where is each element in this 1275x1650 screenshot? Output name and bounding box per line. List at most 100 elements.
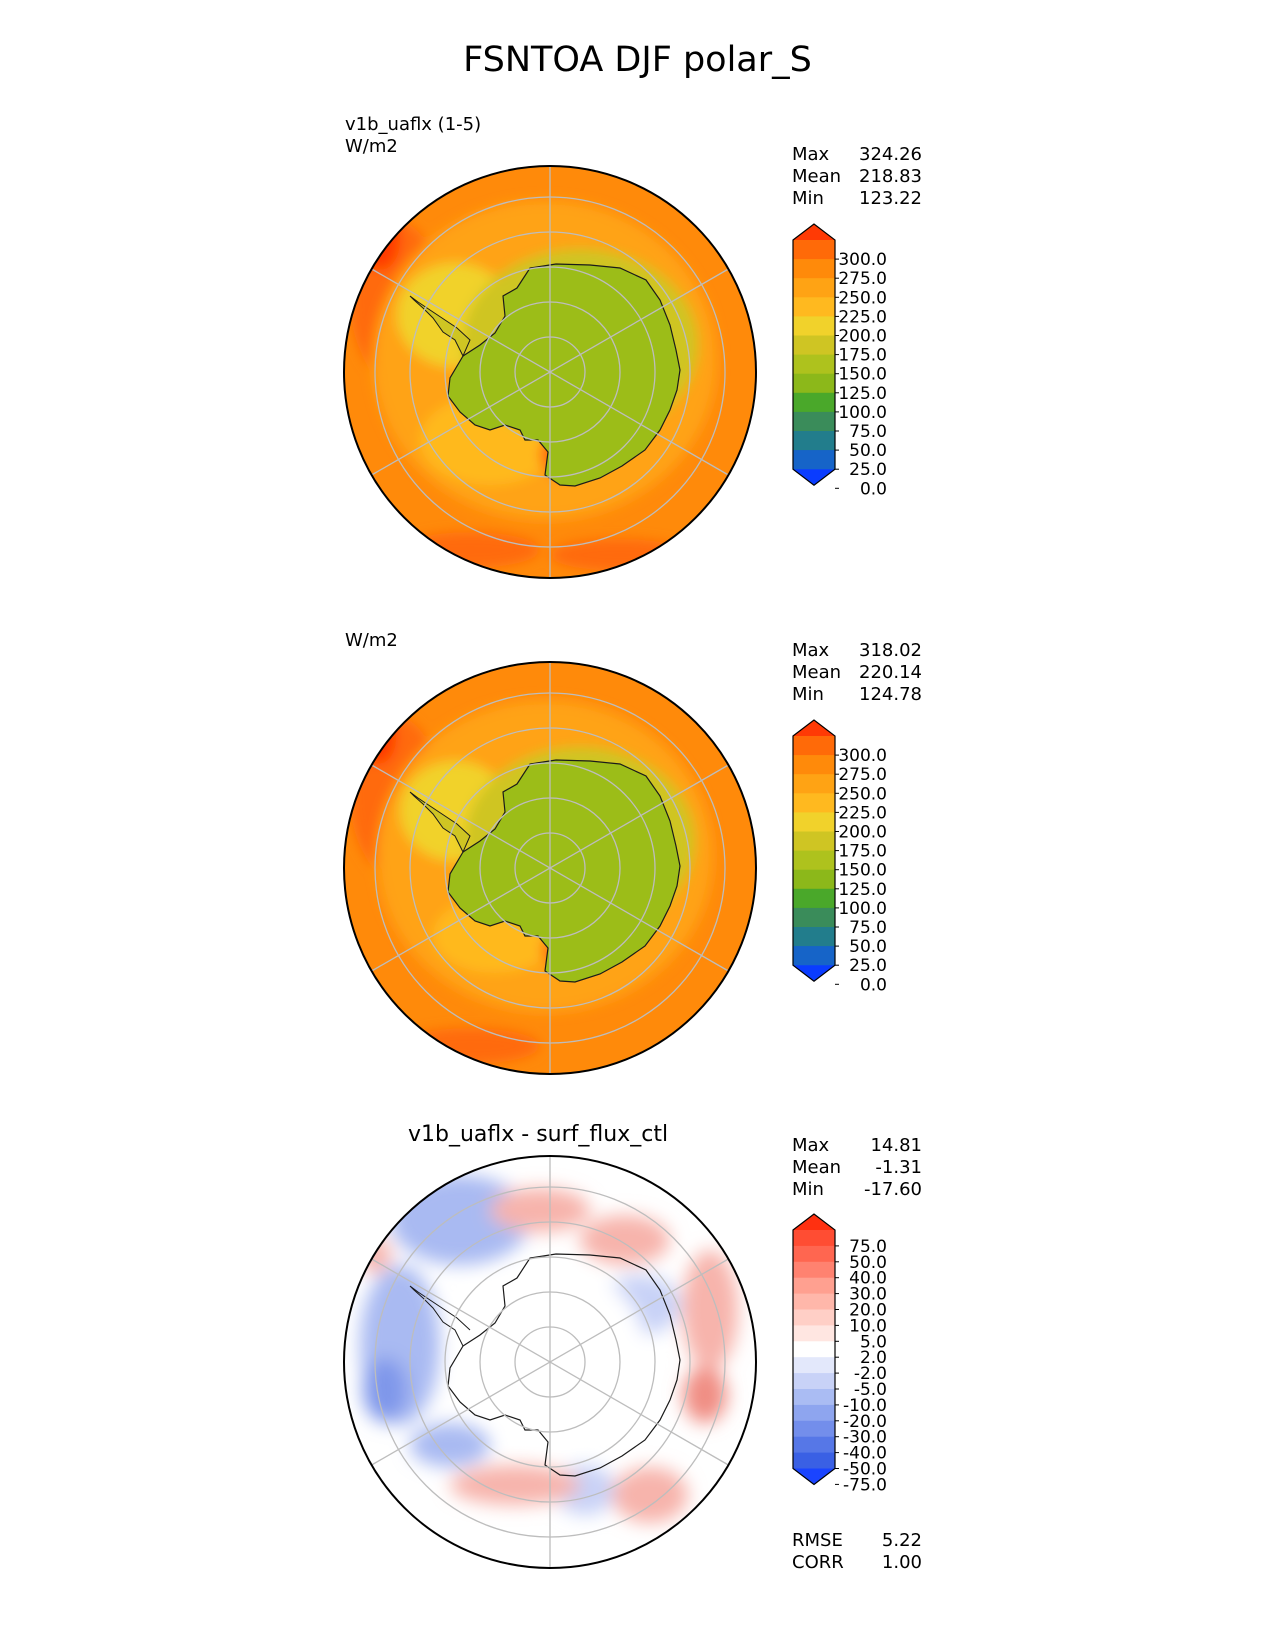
colorbar-segment xyxy=(793,736,835,756)
map-positive-anomaly xyxy=(580,1215,670,1265)
colorbar-tick-label: 300.0 xyxy=(838,250,887,270)
panel-3-title: v1b_uaflx - surf_flux_ctl xyxy=(408,1122,669,1147)
colorbar-tick-label: 40.0 xyxy=(849,1269,887,1289)
colorbar-tick-label: -20.0 xyxy=(843,1412,887,1432)
colorbar-extend-min xyxy=(793,469,835,486)
figure-title: FSNTOA DJF polar_S xyxy=(463,40,812,80)
colorbar-segment xyxy=(793,793,835,813)
colorbar-segment xyxy=(793,869,835,890)
colorbar-segment xyxy=(793,1293,835,1311)
stat-value: 220.14 xyxy=(859,662,922,683)
panel-1-name-label: v1b_uaflx (1-5) xyxy=(345,114,482,135)
map-graticule xyxy=(371,1156,729,1568)
colorbar-segment xyxy=(793,259,835,279)
stat-key: Min xyxy=(792,188,824,209)
map-negative-anomaly-strong xyxy=(363,1358,407,1422)
colorbar-tick-label: 250.0 xyxy=(838,784,887,804)
panel-2-units: W/m2 xyxy=(345,630,398,651)
map-border xyxy=(343,1155,757,1569)
metric-row: RMSE 5.22 xyxy=(792,1530,922,1552)
colorbar-tick-label: -30.0 xyxy=(843,1428,887,1448)
map-positive-anomaly xyxy=(612,1467,688,1523)
map-positive-anomaly xyxy=(682,1250,738,1370)
colorbar-segment xyxy=(793,316,835,337)
colorbar-segment xyxy=(793,431,835,451)
colorbar-tick-label: 2.0 xyxy=(860,1348,887,1368)
colorbar-tick-label: 250.0 xyxy=(838,288,887,308)
colorbar-tick-label: -2.0 xyxy=(854,1364,887,1384)
colorbar-tick-label: 30.0 xyxy=(849,1285,887,1305)
stat-value: 123.22 xyxy=(859,188,922,209)
colorbar-segment xyxy=(793,1277,835,1295)
map-border xyxy=(343,165,757,579)
stat-key: Mean xyxy=(792,662,842,683)
stat-row: Max 318.02 xyxy=(792,640,922,662)
colorbar-segment xyxy=(793,1341,835,1358)
colorbar-tick-label: 75.0 xyxy=(849,422,887,442)
colorbar-tick-label: 0.0 xyxy=(860,479,887,499)
colorbar-tick-label: 20.0 xyxy=(849,1301,887,1321)
stat-value: 14.81 xyxy=(870,1135,922,1156)
map-graticule xyxy=(371,662,729,1074)
colorbar-tick-label: 25.0 xyxy=(849,460,887,480)
metric-value: 5.22 xyxy=(881,1530,922,1551)
colorbar-segment xyxy=(793,946,835,966)
colorbar-segment xyxy=(793,1436,835,1454)
colorbar-segment xyxy=(793,850,835,871)
panel-1-map xyxy=(343,165,757,579)
stat-value: 218.83 xyxy=(859,166,922,187)
colorbar-tick-label: 0.0 xyxy=(860,975,887,995)
colorbar-segment xyxy=(793,1261,835,1279)
colorbar-segment xyxy=(793,1404,835,1422)
stat-key: Max xyxy=(792,1135,830,1156)
colorbar-segment xyxy=(793,1420,835,1438)
colorbar-tick-label: 100.0 xyxy=(838,403,887,423)
colorbar-segment xyxy=(793,774,835,794)
stat-key: Min xyxy=(792,684,824,705)
stat-row: Max 14.81 xyxy=(792,1135,922,1157)
colorbar-tick-label: 275.0 xyxy=(838,765,887,785)
colorbar-segment xyxy=(793,450,835,470)
metric-key: RMSE xyxy=(792,1530,843,1551)
map-peninsula xyxy=(409,295,471,358)
colorbar-segment xyxy=(793,1373,835,1390)
colorbar-panel-2: 300.0275.0250.0225.0200.0175.0150.0125.0… xyxy=(792,719,887,995)
colorbar-tick-label: 75.0 xyxy=(849,1237,887,1257)
meridian xyxy=(371,764,729,972)
stat-value: -1.31 xyxy=(875,1157,922,1178)
stat-row: Mean 218.83 xyxy=(792,166,922,188)
colorbar-tick-label: 200.0 xyxy=(838,327,887,347)
colorbar-tick-label: 75.0 xyxy=(849,918,887,938)
colorbar-segment xyxy=(793,1325,835,1342)
metric-row: CORR 1.00 xyxy=(792,1552,922,1574)
colorbar-segment xyxy=(793,1357,835,1374)
colorbar-segment xyxy=(793,240,835,260)
colorbar-segment xyxy=(793,335,835,356)
colorbar-segment xyxy=(793,1389,835,1406)
metric-key: CORR xyxy=(792,1552,844,1573)
colorbar-tick-label: -50.0 xyxy=(843,1460,887,1480)
colorbar-tick-label: -40.0 xyxy=(843,1444,887,1464)
colorbar-tick-label: 150.0 xyxy=(838,365,887,385)
panel-1-units: W/m2 xyxy=(345,136,398,157)
colorbar-segment xyxy=(793,1230,835,1247)
stat-row: Min -17.60 xyxy=(792,1179,922,1201)
colorbar-segment xyxy=(793,373,835,394)
colorbar-tick-label: 200.0 xyxy=(838,823,887,843)
colorbar-tick-label: 25.0 xyxy=(849,956,887,976)
colorbar-panel-1: 300.0275.0250.0225.0200.0175.0150.0125.0… xyxy=(792,223,887,499)
stat-key: Max xyxy=(792,144,830,165)
colorbar-extend-max xyxy=(793,224,835,240)
colorbar-segment xyxy=(793,411,835,432)
colorbar-panel-3: 75.050.040.030.020.010.05.02.0-2.0-5.0-1… xyxy=(792,1213,887,1495)
map-positive-anomaly xyxy=(490,1188,590,1232)
colorbar-tick-label: -75.0 xyxy=(843,1475,887,1495)
colorbar-segment xyxy=(793,927,835,947)
stat-key: Max xyxy=(792,640,830,661)
colorbar-segment xyxy=(793,278,835,298)
colorbar-extend-min xyxy=(793,965,835,982)
colorbar-segment xyxy=(793,755,835,775)
meridian xyxy=(371,1258,729,1466)
colorbar-tick-label: 10.0 xyxy=(849,1316,887,1336)
